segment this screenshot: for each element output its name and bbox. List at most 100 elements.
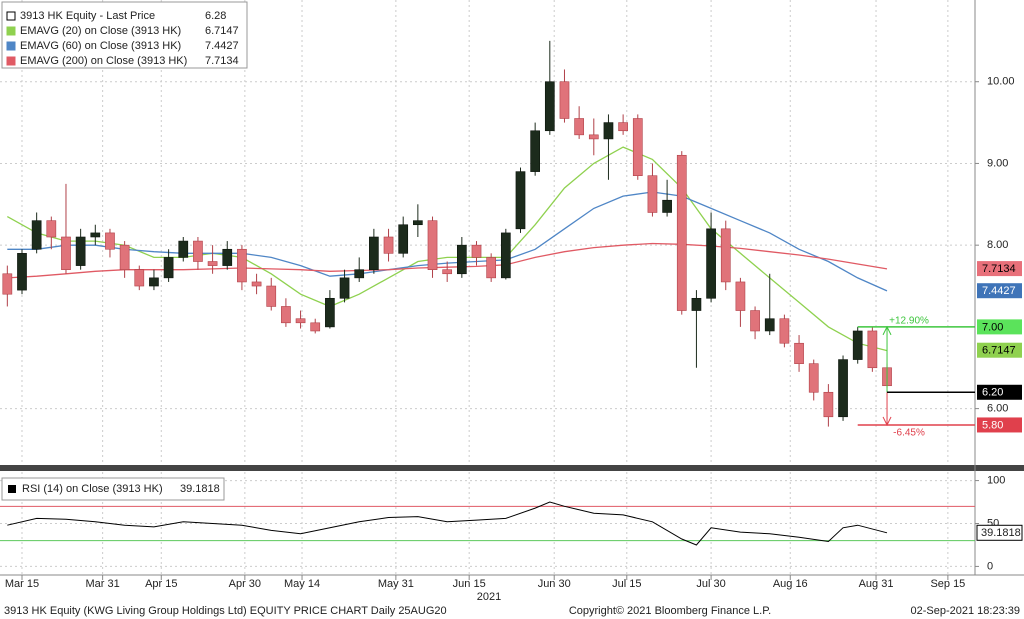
legend-label: RSI (14) on Close (3913 HK) — [22, 483, 163, 495]
candle-body — [867, 330, 878, 369]
y-tick-label: 6.00 — [987, 403, 1008, 415]
candle-body — [779, 318, 790, 344]
legend-label: EMAVG (200) on Close (3913 HK) — [20, 55, 187, 67]
legend-swatch — [6, 11, 16, 21]
candle-body — [530, 130, 540, 172]
candle-body — [808, 363, 819, 393]
candle-body — [486, 257, 497, 279]
candle-body — [720, 228, 731, 283]
candle-body — [456, 244, 467, 275]
candle-body — [295, 318, 306, 324]
candle-body — [735, 281, 746, 311]
footer-center: Copyright© 2021 Bloomberg Finance L.P. — [569, 605, 771, 617]
candle-body — [852, 330, 863, 360]
candle-body — [662, 199, 672, 213]
x-tick-label: Jun 30 — [538, 578, 571, 590]
candle-body — [471, 244, 482, 258]
price-tag-label: 6.7147 — [982, 345, 1016, 357]
candle-body — [838, 359, 848, 418]
candle-body — [325, 297, 335, 328]
price-tag-label: 5.80 — [982, 419, 1003, 431]
y-tick-label: 9.00 — [987, 157, 1008, 169]
x-tick-label: Jul 30 — [696, 578, 725, 590]
candle-body — [647, 175, 658, 213]
candle-body — [354, 269, 365, 279]
candle-body — [119, 244, 130, 270]
candle-body — [574, 118, 584, 136]
candle-body — [618, 122, 628, 132]
candle-body — [369, 236, 379, 270]
price-tag-label: 7.4427 — [982, 285, 1016, 297]
rsi-line — [7, 501, 888, 546]
value-tag-label: 39.1818 — [981, 527, 1021, 539]
legend-box — [1, 1, 248, 69]
price-tag — [977, 384, 1022, 400]
candle-body — [706, 228, 716, 299]
ema-line — [6, 146, 888, 352]
candle-body — [266, 285, 277, 307]
candle-body — [75, 236, 86, 266]
arrow-head — [882, 416, 892, 427]
candle-body — [603, 122, 614, 140]
candle-body — [676, 154, 687, 311]
price-tag-label: 6.20 — [982, 387, 1003, 399]
candle-body — [149, 277, 159, 287]
candle-body — [559, 81, 570, 119]
price-tag — [977, 319, 1022, 335]
y-tick-label: 10.00 — [987, 76, 1015, 88]
legend-value: 7.4427 — [205, 40, 239, 52]
candle-body — [442, 269, 453, 275]
candle-body — [823, 391, 834, 418]
y-tick-label: 0 — [987, 560, 993, 572]
y-tick-label: 8.00 — [987, 239, 1008, 251]
legend-swatch — [8, 485, 16, 493]
candle-body — [90, 232, 101, 238]
candle-body — [691, 297, 702, 311]
price-tag — [977, 342, 1022, 358]
candle-body — [105, 232, 115, 250]
legend-value: 6.28 — [205, 10, 226, 22]
legend-value: 7.7134 — [205, 55, 239, 67]
year-label: 2021 — [477, 591, 501, 603]
legend-box — [1, 477, 225, 501]
candle-body — [398, 224, 409, 254]
price-tag — [977, 417, 1022, 433]
legend-label: 3913 HK Equity - Last Price — [20, 10, 155, 22]
candle-body — [339, 277, 350, 299]
x-tick-label: May 14 — [284, 578, 320, 590]
candle-body — [193, 240, 203, 262]
legend-swatch — [6, 41, 16, 51]
candle-body — [588, 134, 599, 140]
panel-separator — [0, 465, 1024, 471]
candle-body — [134, 269, 145, 287]
candle-body — [383, 236, 394, 254]
price-tag-label: 7.7134 — [982, 263, 1016, 275]
y-tick-label: 100 — [987, 474, 1005, 486]
x-tick-label: Mar 15 — [5, 578, 39, 590]
candle-body — [2, 273, 13, 295]
candle-body — [61, 236, 71, 270]
legend-swatch — [6, 26, 16, 36]
candle-body — [163, 257, 174, 279]
x-tick-label: Jun 15 — [453, 578, 486, 590]
x-tick-label: Aug 31 — [859, 578, 894, 590]
candle-body — [310, 322, 321, 332]
legend-label: EMAVG (60) on Close (3913 HK) — [20, 40, 181, 52]
candle-body — [632, 118, 643, 177]
range-label: +12.90% — [889, 316, 929, 327]
arrow-head — [882, 325, 892, 336]
value-tag — [976, 524, 1023, 541]
price-tag — [977, 283, 1022, 299]
x-tick-label: Aug 16 — [773, 578, 808, 590]
candle-body — [46, 220, 57, 238]
price-tag — [977, 261, 1022, 277]
legend-value: 6.7147 — [205, 25, 239, 37]
footer-right: 02-Sep-2021 18:23:39 — [911, 605, 1020, 617]
price-tag-label: 7.00 — [982, 321, 1003, 333]
candle-body — [222, 248, 233, 266]
candle-body — [515, 171, 526, 230]
legend-swatch — [6, 56, 16, 66]
x-tick-label: Sep 15 — [930, 578, 965, 590]
